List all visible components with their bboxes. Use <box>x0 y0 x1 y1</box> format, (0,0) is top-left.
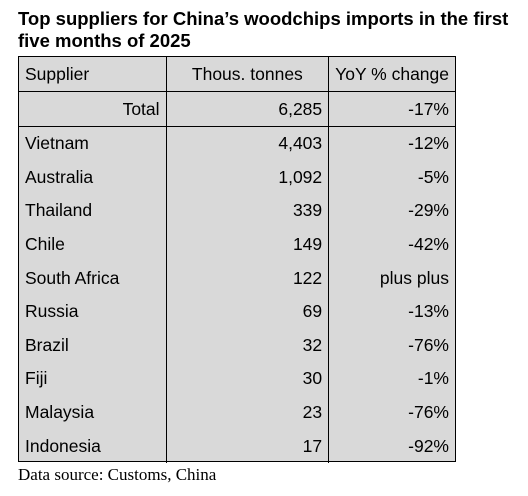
supplier-cell: South Africa <box>19 261 167 295</box>
header-tonnes: Thous. tonnes <box>166 57 330 92</box>
yoy-change-cell: -1% <box>417 368 449 389</box>
yoy-change-cell: -76% <box>408 334 449 355</box>
yoy-change-cell: -29% <box>408 200 449 221</box>
tonnes-cell: 32 <box>166 328 330 363</box>
table-row: Australia 1,092 -5% <box>19 160 455 195</box>
table-row: Malaysia 23 -76% <box>19 395 455 430</box>
header-yoy-change: YoY % change <box>328 57 455 92</box>
table-row: South Africa 122 plus plus <box>19 261 455 295</box>
tonnes-cell: 122 <box>166 261 330 295</box>
table-row: Fiji 30 -1% <box>19 362 455 396</box>
supplier-cell: Vietnam <box>19 126 167 161</box>
supplier-cell: Australia <box>19 160 167 195</box>
table-row-total: Total 6,285 -17% <box>19 91 455 127</box>
total-tonnes: 6,285 <box>166 91 330 127</box>
table-row: Brazil 32 -76% <box>19 328 455 363</box>
table-row: Thailand 339 -29% <box>19 194 455 228</box>
yoy-change-cell: -5% <box>417 166 449 187</box>
supplier-cell: Malaysia <box>19 395 167 430</box>
supplier-cell: Thailand <box>19 194 167 228</box>
supplier-cell: Brazil <box>19 328 167 363</box>
tonnes-cell: 69 <box>166 294 330 329</box>
tonnes-cell: 17 <box>166 429 330 463</box>
total-yoy: -17% <box>328 91 455 127</box>
table-row: Vietnam 4,403 -12% <box>19 126 455 161</box>
suppliers-table-container: Supplier Thous. tonnes YoY % change Tota… <box>18 56 456 463</box>
total-label: Total <box>19 91 167 127</box>
yoy-change-cell: -42% <box>408 234 449 255</box>
tonnes-cell: 339 <box>166 194 330 228</box>
table-header-row: Supplier Thous. tonnes YoY % change <box>19 57 455 92</box>
supplier-cell: Indonesia <box>19 429 167 463</box>
tonnes-cell: 1,092 <box>166 160 330 195</box>
data-source-note: Data source: Customs, China <box>18 465 217 484</box>
yoy-change-cell: -92% <box>408 435 449 456</box>
tonnes-cell: 30 <box>166 362 330 396</box>
supplier-cell: Fiji <box>19 362 167 396</box>
tonnes-cell: 23 <box>166 395 330 430</box>
yoy-change-cell: -12% <box>408 133 449 154</box>
header-supplier: Supplier <box>19 57 167 92</box>
table-row: Chile 149 -42% <box>19 227 455 262</box>
yoy-change-cell: -13% <box>408 301 449 322</box>
table-row: Indonesia 17 -92% <box>19 429 455 463</box>
yoy-change-cell: plus plus <box>379 267 449 288</box>
table-row: Russia 69 -13% <box>19 294 455 329</box>
suppliers-table: Supplier Thous. tonnes YoY % change Tota… <box>19 57 455 463</box>
yoy-change-cell: -76% <box>408 402 449 423</box>
tonnes-cell: 149 <box>166 227 330 262</box>
tonnes-cell: 4,403 <box>166 126 330 161</box>
document-title: Top suppliers for China’s woodchips impo… <box>18 8 509 51</box>
supplier-cell: Russia <box>19 294 167 329</box>
supplier-cell: Chile <box>19 227 167 262</box>
